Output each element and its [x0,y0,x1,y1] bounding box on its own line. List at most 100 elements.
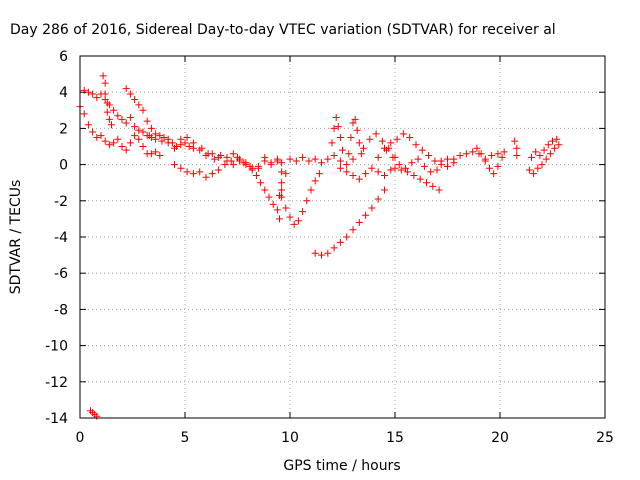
data-point [265,193,273,201]
data-point [349,119,357,127]
data-point [292,157,300,165]
y-tick-label: -4 [54,230,68,246]
data-point [540,146,548,154]
data-point [99,72,107,80]
data-point [330,152,338,160]
data-point [311,249,319,257]
data-point [336,164,344,172]
series-spike-12h [328,114,346,154]
data-point [208,170,216,178]
data-point [118,143,126,150]
data-point [462,150,470,158]
data-point [486,164,493,172]
data-point [217,152,225,160]
data-point [345,150,353,158]
data-point [374,195,382,203]
series-rise-11-14.5h [311,186,388,259]
data-point [408,159,416,167]
data-point [418,146,426,154]
series-arc-15-18h [383,146,441,176]
data-point [410,171,418,179]
data-point [473,144,481,152]
data-point [160,133,168,141]
y-tick-label: -14 [45,411,68,427]
data-point [202,173,210,181]
data-point [257,179,265,187]
data-point [282,204,290,212]
y-tick-label: -8 [54,302,68,318]
data-point [378,137,386,145]
x-tick-labels: 0 5 10 15 20 25 [76,430,614,446]
data-point [290,220,298,228]
data-point [366,135,374,143]
data-point [450,155,458,163]
data-point [551,144,559,152]
data-points [76,72,563,420]
y-tick-label: 4 [59,85,68,101]
data-point [196,168,204,176]
data-point [135,126,143,134]
data-point [456,152,464,160]
data-point [103,108,111,116]
series-arc-6-9h [198,144,286,172]
data-point [261,153,269,161]
data-point [351,115,359,123]
data-point [511,137,519,145]
data-point [481,157,489,165]
series-spike-13h [345,115,365,158]
data-point [89,90,97,98]
data-point [143,117,151,125]
data-point [261,186,269,194]
y-tick-label: -6 [54,266,68,282]
data-point [171,161,178,169]
data-point [395,161,403,169]
data-point [307,186,315,194]
data-point [177,164,185,172]
data-point [393,135,401,143]
data-point [101,137,109,145]
data-point [374,168,382,176]
x-tick-label: 25 [596,430,614,446]
y-axis-label: SDTVAR / TECUs [8,180,24,295]
data-point [97,132,105,140]
data-point [488,152,496,160]
data-point [198,144,206,152]
data-point [156,132,164,140]
data-point [276,215,283,223]
data-point [126,114,134,122]
data-point [349,226,357,234]
data-point [278,193,286,201]
x-tick-label: 20 [491,430,509,446]
data-point [494,150,502,158]
data-point [229,161,237,169]
data-point [236,157,244,165]
data-point [255,164,262,172]
data-point [402,164,409,172]
data-point [278,186,286,194]
data-point [416,175,424,183]
data-point [177,135,185,143]
data-point [355,219,363,227]
data-point [242,161,250,169]
data-point [311,155,319,163]
data-point [538,161,546,169]
plot-frame [79,55,606,419]
data-point [360,144,367,152]
data-point [553,135,561,143]
data-point [343,233,351,241]
data-point [498,153,506,161]
data-point [139,128,147,136]
data-point [122,119,130,127]
data-point [139,106,147,114]
series-arc-17-20h [437,148,508,165]
data-point [420,162,428,170]
data-point [273,157,281,165]
data-point [536,152,544,160]
data-point [549,137,556,145]
data-point [156,152,164,160]
data-point [105,141,113,149]
data-point [80,110,88,118]
data-point [229,150,237,158]
series-arc-4-7h [171,153,254,181]
series-lower-12-14h [336,164,395,183]
